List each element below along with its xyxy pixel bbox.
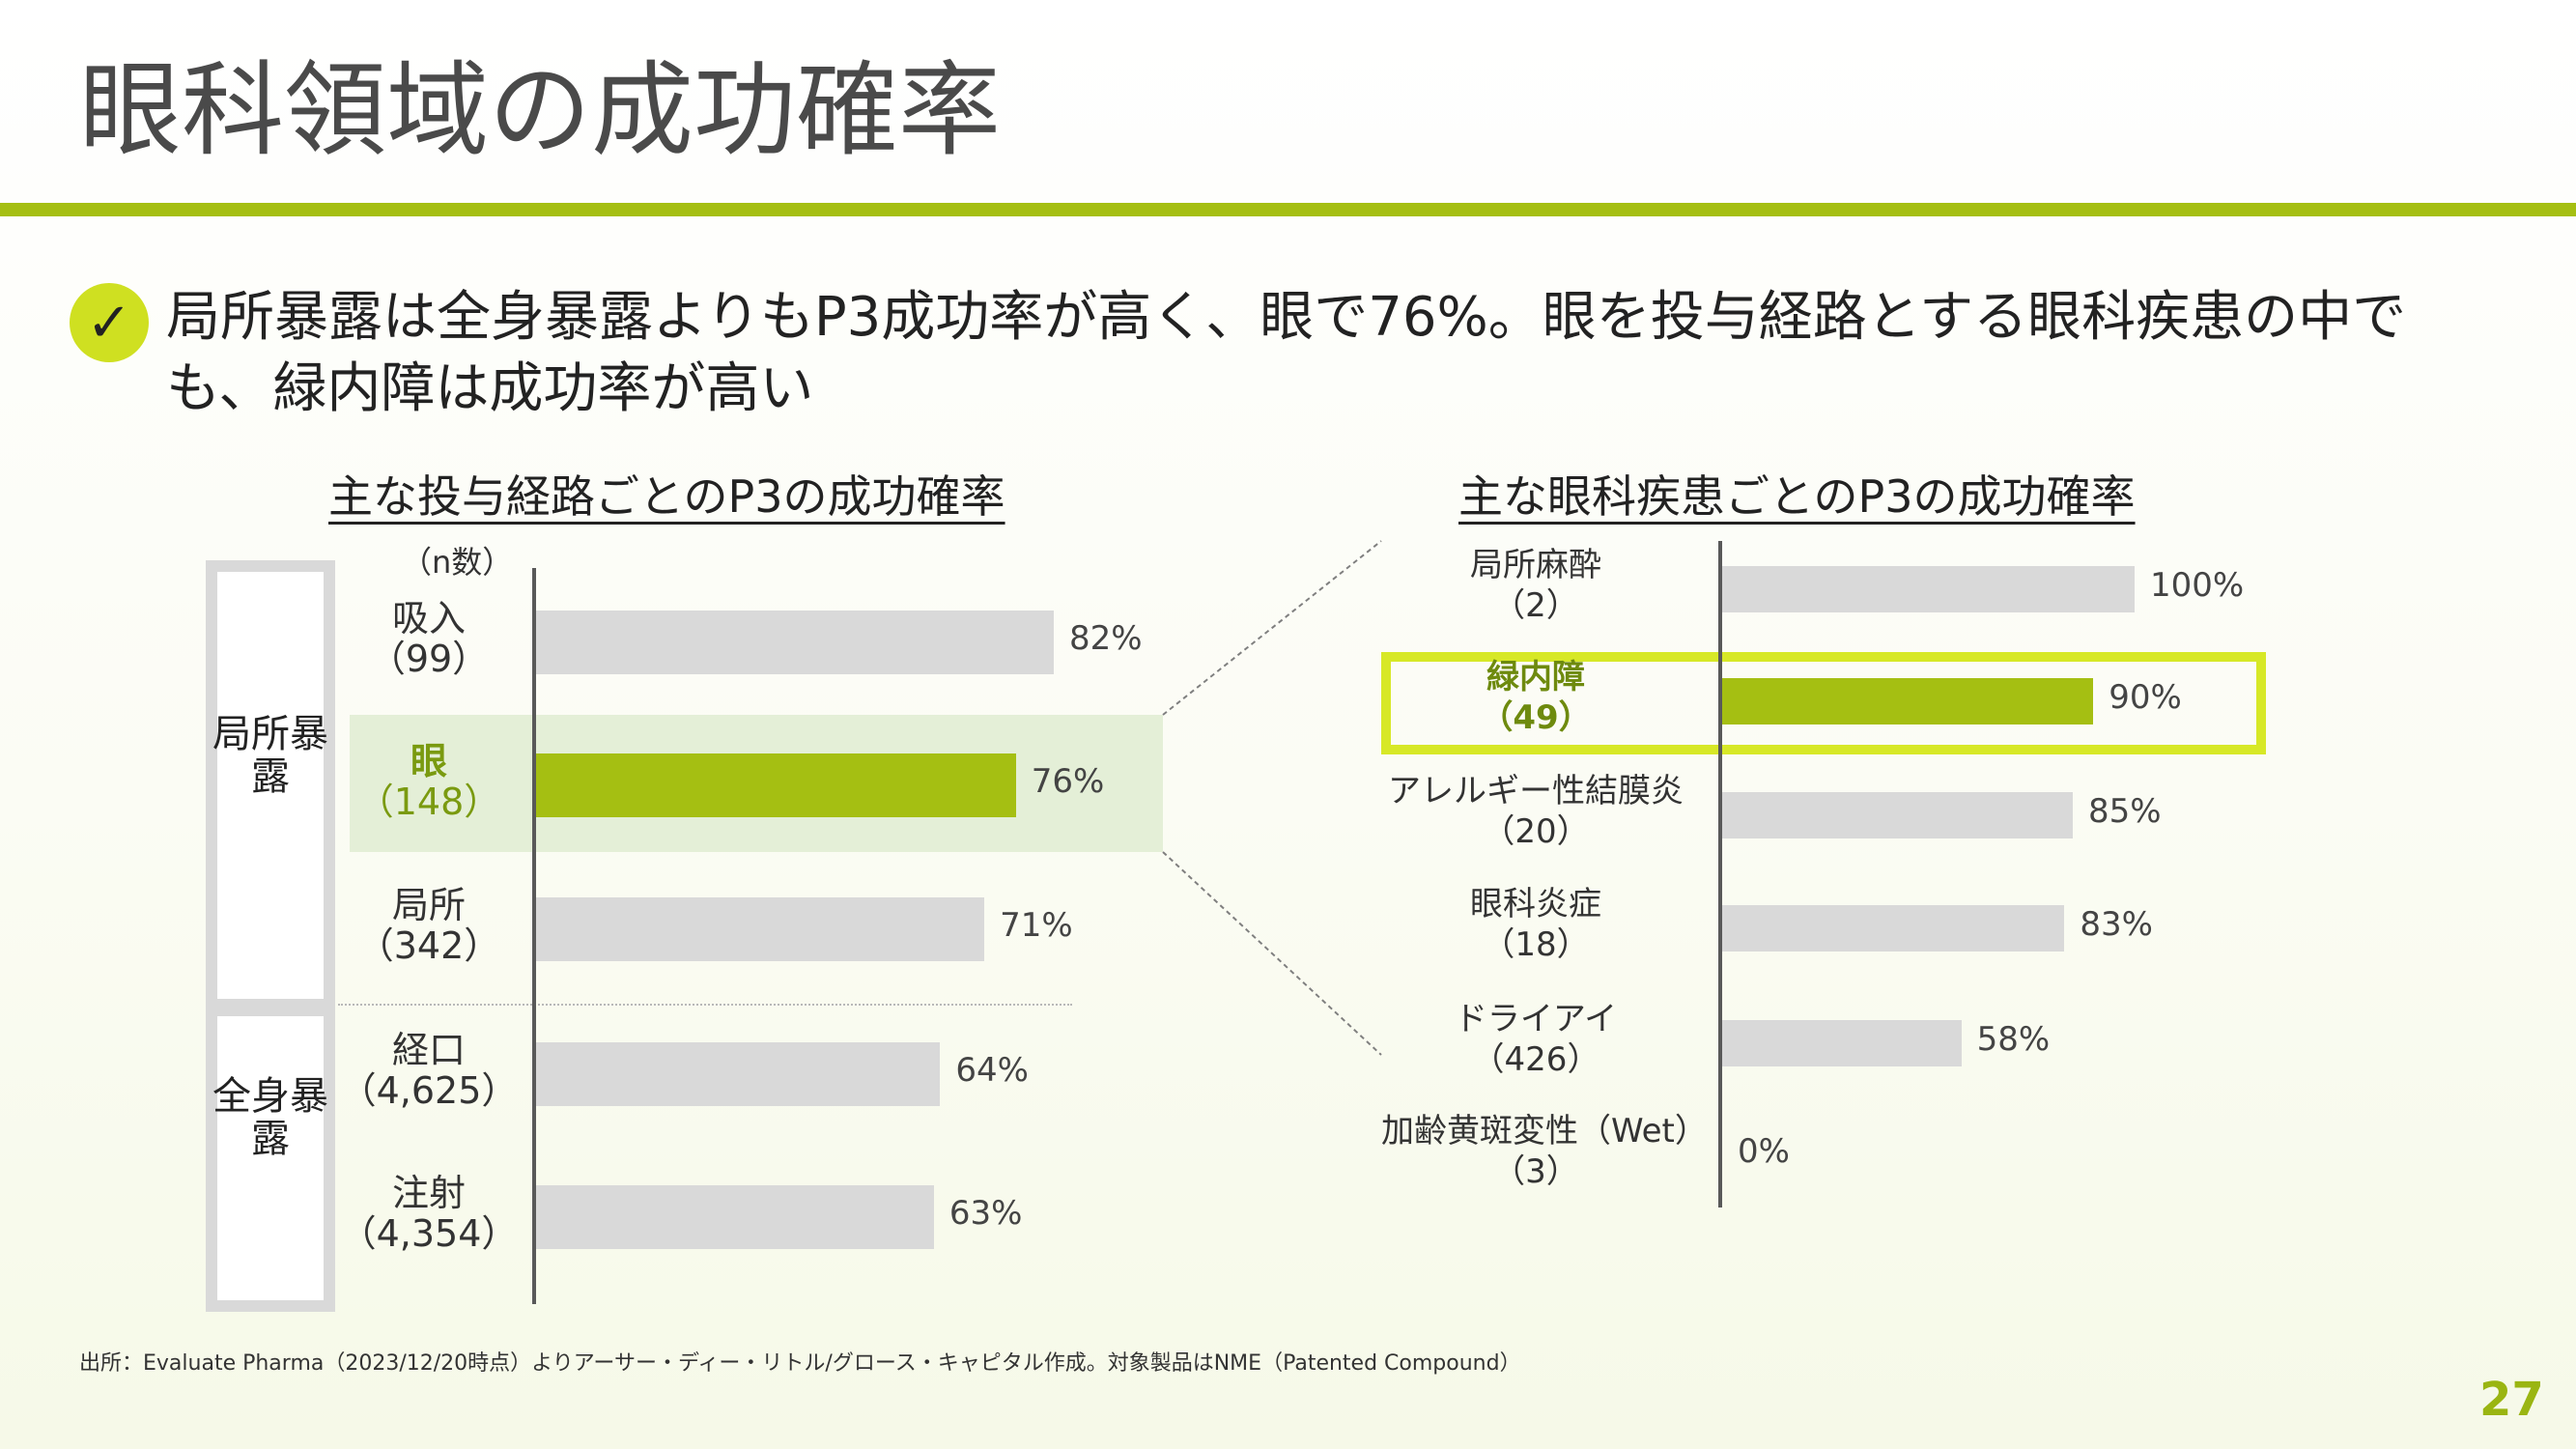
route-bar [536,1185,934,1249]
route-category-n: （342） [356,924,501,967]
disease-value-label: 85% [2087,792,2162,831]
disease-category-n: （18） [1482,925,1590,964]
disease-bar [1722,905,2065,952]
glaucoma-highlight-frame [1381,652,2266,754]
local-exposure-bracket [206,560,335,1010]
page-number: 27 [2479,1373,2544,1427]
route-value-label: 63% [948,1194,1023,1233]
disease-value-label: 0% [1738,1132,1790,1171]
route-category-n: （148） [356,781,501,823]
disease-category-n: （20） [1482,812,1590,851]
disease-category-label: アレルギー性結膜炎 （20） [1381,771,1690,852]
disease-category-name: ドライアイ [1454,1000,1618,1038]
n-count-label: （n数） [401,544,514,581]
disease-category-name: アレルギー性結膜炎 [1388,772,1684,810]
disease-value-label: 90% [2109,678,2182,717]
systemic-exposure-bracket [206,1005,335,1312]
route-category-name: 経口 [391,1029,466,1071]
disease-bar [1722,792,2073,838]
route-category-label: 注射 （4,354） [332,1173,525,1254]
connector-line-top [1162,540,1382,716]
title-underline [0,203,2576,216]
disease-category-name: 眼科炎症 [1470,885,1601,923]
disease-category-name: 緑内障 [1486,658,1585,696]
route-category-name: 注射 [391,1172,466,1214]
route-category-n: （4,354） [339,1212,519,1255]
route-bar [536,753,1016,817]
disease-category-n: （49） [1480,698,1592,737]
route-value-label: 82% [1069,619,1143,658]
disease-category-label: 加齢黄斑変性（Wet） （3） [1381,1111,1708,1192]
route-value-label: 76% [1031,762,1105,801]
route-category-name: 局所 [391,884,466,926]
route-axis [532,568,536,1304]
disease-category-n: （2） [1492,586,1579,625]
disease-bar [1722,1020,1962,1066]
route-chart-title: 主な投与経路ごとのP3の成功確率 [328,470,1005,523]
route-category-n: （99） [368,638,490,680]
route-bar [536,611,1055,674]
disease-bar [1722,678,2094,724]
disease-category-label: 局所麻酔 （2） [1381,545,1690,626]
headline-text: 局所暴露は全身暴露よりもP3成功率が高く、眼で76%。眼を投与経路とする眼科疾患… [166,286,2407,420]
disease-category-label: ドライアイ （426） [1381,999,1690,1080]
route-category-label: 眼（148） [332,741,525,822]
local-exposure-label: 局所暴露 [212,712,328,799]
disease-category-n: （3） [1492,1152,1579,1191]
route-value-label: 64% [955,1051,1029,1090]
route-bar [536,1042,941,1106]
systemic-exposure-label: 全身暴露 [212,1074,328,1161]
disease-category-name: 局所麻酔 [1470,546,1601,584]
disease-category-n: （426） [1471,1040,1600,1079]
disease-chart-title: 主な眼科疾患ごとのP3の成功確率 [1458,470,2136,523]
disease-bar [1722,566,2135,612]
route-category-name: 眼 [410,740,447,782]
page-title: 眼科領域の成功確率 [79,51,1001,170]
route-category-n: （4,625） [339,1069,519,1112]
connector-line-bottom [1162,851,1382,1056]
group-divider [338,1004,1072,1006]
disease-value-label: 83% [2080,905,2153,944]
route-bar [536,897,985,961]
check-icon: ✓ [70,283,149,362]
disease-category-name: 加齢黄斑変性（Wet） [1381,1112,1708,1151]
route-category-name: 吸入 [391,597,466,639]
disease-axis [1718,541,1722,1208]
route-category-label: 経口 （4,625） [332,1030,525,1111]
disease-category-label: 眼科炎症 （18） [1381,884,1690,965]
route-value-label: 71% [1000,906,1073,945]
disease-value-label: 100% [2150,566,2245,605]
disease-category-label: 緑内障 （49） [1381,657,1690,738]
route-category-label: 吸入 （99） [332,598,525,679]
source-note: 出所：Evaluate Pharma（2023/12/20時点）よりアーサー・デ… [79,1351,1521,1376]
disease-value-label: 58% [1976,1020,2051,1059]
route-category-label: 局所 （342） [332,885,525,966]
